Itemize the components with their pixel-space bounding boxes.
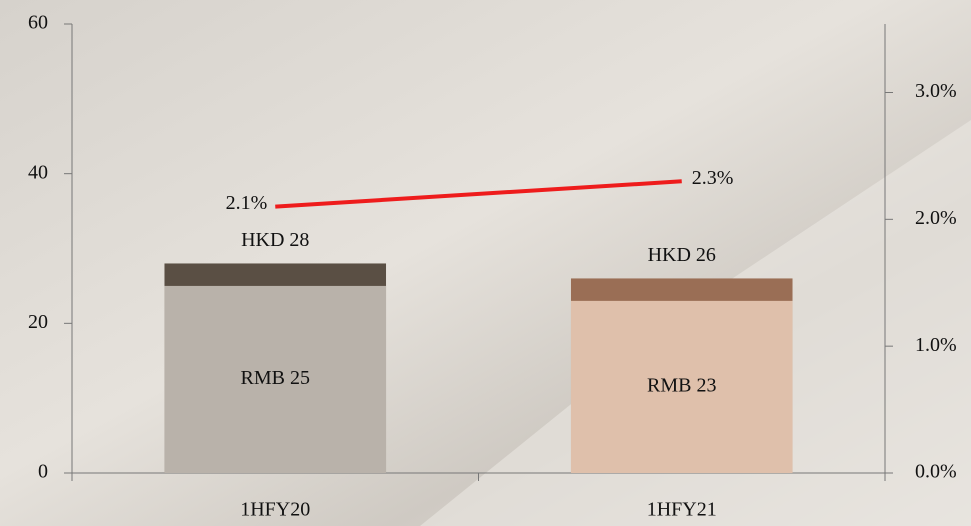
line-label: 2.3%	[692, 167, 734, 189]
x-tick-label: 1HFY20	[240, 499, 310, 521]
line-label: 2.1%	[226, 192, 268, 214]
y-tick-label: 40	[28, 161, 48, 183]
y-tick-label: 60	[28, 12, 48, 34]
bar-total-label: HKD 26	[648, 244, 716, 266]
bar-label: RMB 23	[647, 375, 716, 397]
y2-tick-label: 1.0%	[915, 334, 957, 356]
y-tick-label: 0	[38, 461, 48, 483]
y2-tick-label: 2.0%	[915, 207, 957, 229]
bar-total-label: HKD 28	[241, 229, 309, 251]
bar	[570, 300, 793, 473]
y2-tick-label: 3.0%	[915, 80, 957, 102]
y2-tick-label: 0.0%	[915, 461, 957, 483]
bar	[164, 285, 387, 473]
bar-label: RMB 25	[241, 367, 310, 389]
x-tick-label: 1HFY21	[647, 499, 717, 521]
line	[275, 179, 682, 209]
y-tick-label: 20	[28, 311, 48, 333]
